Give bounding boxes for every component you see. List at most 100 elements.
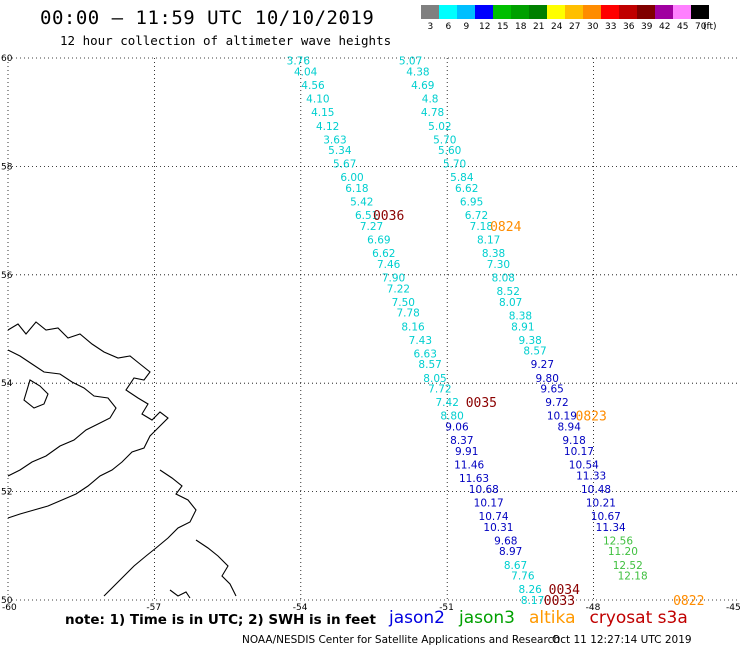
wave-height-reading: 4.69 — [411, 80, 434, 92]
wave-height-reading: 10.54 — [569, 460, 599, 472]
wave-height-reading: 8.08 — [492, 273, 515, 285]
color-swatch — [511, 5, 529, 19]
wave-height-reading: 10.68 — [469, 484, 499, 496]
wave-height-reading: 8.67 — [504, 560, 527, 572]
latitude-label: 52 — [1, 488, 12, 498]
wave-height-reading: 11.20 — [608, 546, 638, 558]
wave-height-reading: 8.91 — [511, 321, 534, 333]
wave-height-reading: 11.46 — [454, 460, 484, 472]
latitude-label: 58 — [1, 162, 13, 172]
color-scale-label: 27 — [569, 22, 581, 32]
generated-timestamp: Oct 11 12:27:14 UTC 2019 — [552, 634, 692, 646]
pass-time-label: 0035 — [466, 396, 497, 411]
wave-height-reading: 9.68 — [494, 535, 517, 547]
longitude-label: -60 — [2, 603, 17, 613]
pass-time-label: 0033 — [544, 594, 575, 609]
units-note: note: 1) Time is in UTC; 2) SWH is in fe… — [65, 612, 376, 628]
color-scale-label: 3 — [427, 22, 434, 32]
wave-height-reading: 4.10 — [306, 94, 329, 106]
wave-height-reading: 7.30 — [487, 259, 510, 271]
wave-height-reading: 5.60 — [438, 145, 461, 157]
wave-height-reading: 11.34 — [596, 522, 626, 534]
wave-height-reading: 5.02 — [428, 121, 451, 133]
wave-height-reading: 7.27 — [360, 221, 383, 233]
wave-height-reading: 6.62 — [455, 183, 478, 195]
wave-height-reading: 7.18 — [470, 221, 493, 233]
color-scale-label: 18 — [515, 22, 527, 32]
color-scale-unit: (ft) — [703, 22, 717, 32]
wave-height-reading: 9.27 — [531, 359, 554, 371]
color-swatch — [655, 5, 673, 19]
color-scale-label: 30 — [587, 22, 599, 32]
color-swatch — [421, 5, 439, 19]
color-swatch — [691, 5, 709, 19]
wave-height-reading: 3.76 — [287, 56, 311, 68]
wave-height-reading: 9.80 — [536, 373, 559, 385]
pass-time-label: 0823 — [576, 410, 607, 425]
wave-height-reading: 8.52 — [497, 286, 520, 298]
color-scale-label: 24 — [551, 22, 563, 32]
credit-text: NOAA/NESDIS Center for Satellite Applica… — [242, 634, 560, 646]
wave-height-reading: 4.04 — [294, 67, 318, 79]
wave-height-reading: 4.56 — [301, 80, 325, 92]
wave-height-reading: 10.21 — [586, 497, 616, 509]
color-swatch — [493, 5, 511, 19]
longitude-label: -45 — [726, 603, 740, 613]
color-scale-label: 70 — [695, 22, 707, 32]
color-swatch — [457, 5, 475, 19]
wave-height-reading: 9.18 — [562, 435, 585, 447]
wave-height-reading: 5.34 — [328, 145, 352, 157]
wave-height-reading: 12.56 — [603, 535, 633, 547]
color-scale-label: 21 — [533, 22, 545, 32]
wave-height-reading: 8.17 — [477, 235, 500, 247]
color-scale — [421, 5, 709, 19]
longitude-label: -51 — [439, 603, 454, 613]
latitude-label: 54 — [1, 379, 13, 389]
wave-height-reading: 9.91 — [455, 446, 478, 458]
wave-height-reading: 7.43 — [409, 335, 432, 347]
axis-labels: 60 58 56 54 52 50-60 -57 -54 -51 -48 -45 — [1, 54, 740, 613]
wave-height-reading: 9.38 — [518, 335, 541, 347]
color-scale-label: 6 — [445, 22, 452, 32]
color-scale-label: 42 — [659, 22, 671, 32]
satellite-legend: jason2 jason3 altika cryosat s3a — [389, 608, 702, 628]
pass-time-label: 0036 — [373, 209, 404, 224]
color-scale-label: 12 — [479, 22, 491, 32]
wave-height-reading: 10.74 — [479, 511, 509, 523]
satellite-legend-item: jason2 — [389, 608, 445, 628]
wave-height-reading: 7.76 — [511, 571, 535, 583]
color-swatch — [637, 5, 655, 19]
wave-height-reading: 7.90 — [382, 273, 405, 285]
wave-height-reading: 7.42 — [436, 397, 459, 409]
wave-height-reading: 11.33 — [576, 470, 606, 482]
wave-height-reading: 10.17 — [564, 446, 594, 458]
wave-height-reading: 6.69 — [367, 235, 390, 247]
wave-height-reading: 5.70 — [443, 159, 466, 171]
page-subtitle: 12 hour collection of altimeter wave hei… — [60, 33, 392, 48]
wave-height-reading: 9.65 — [540, 384, 563, 396]
wave-height-reading: 7.72 — [428, 384, 451, 396]
satellite-legend-item: cryosat s3a — [589, 608, 688, 628]
wave-height-reading: 7.50 — [392, 297, 415, 309]
wave-height-reading: 4.78 — [421, 107, 444, 119]
wave-height-reading: 7.78 — [396, 308, 419, 320]
wave-height-reading: 7.22 — [387, 283, 410, 295]
color-swatch — [475, 5, 493, 19]
wave-height-reading: 11.63 — [459, 473, 489, 485]
wave-height-reading: 12.18 — [618, 571, 648, 583]
color-swatch — [673, 5, 691, 19]
color-scale-label: 9 — [463, 22, 470, 32]
wave-height-reading: 10.48 — [581, 484, 611, 496]
wave-height-reading: 6.63 — [414, 348, 437, 360]
wave-height-reading: 5.67 — [333, 159, 356, 171]
latitude-label: 50 — [1, 596, 13, 606]
color-scale-label: 15 — [497, 22, 509, 32]
latitude-label: 60 — [1, 54, 13, 64]
color-swatch — [583, 5, 601, 19]
wave-height-reading: 6.51 — [355, 210, 378, 222]
wave-height-tracks: 3.764.044.56 4.104.15 4.123.635.34 5.676.00… — [287, 56, 648, 607]
wave-height-reading: 5.42 — [350, 197, 373, 209]
wave-height-reading: 8.05 — [423, 373, 446, 385]
wave-height-reading: 6.00 — [340, 172, 363, 184]
